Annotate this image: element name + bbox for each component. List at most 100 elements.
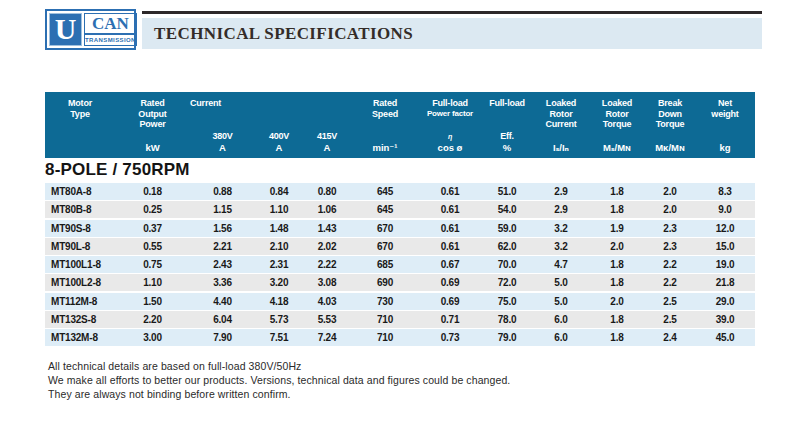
value-cell: 690 — [351, 277, 419, 288]
col-header-line: 415V — [303, 131, 351, 142]
value-cell: 75.0 — [481, 296, 533, 307]
value-cell: 670 — [351, 241, 419, 252]
motor-type-cell: MT100L2-8 — [45, 277, 115, 288]
value-cell: 2.02 — [303, 241, 351, 252]
col-header-line: Type — [45, 109, 115, 120]
col-header-motor-type: Motor Type — [45, 92, 115, 158]
value-cell: 1.06 — [303, 204, 351, 215]
col-header-415v: 415V A — [303, 109, 351, 159]
value-cell: 72.0 — [481, 277, 533, 288]
footer-line: They are always not binding before writt… — [48, 387, 510, 401]
value-cell: 2.5 — [645, 314, 695, 325]
value-cell: 4.03 — [303, 296, 351, 307]
value-cell: 70.0 — [481, 259, 533, 270]
value-cell: 19.0 — [695, 259, 755, 270]
value-cell: 1.8 — [589, 332, 645, 343]
col-header-line: weight — [695, 109, 755, 120]
value-cell: 1.43 — [303, 223, 351, 234]
value-cell: 2.2 — [645, 259, 695, 270]
value-cell: 0.55 — [115, 241, 190, 252]
table-row: MT90S-80.371.561.481.436700.6159.03.21.9… — [45, 220, 755, 237]
col-header-full-load-eff: Full-load Eff. % — [481, 92, 533, 158]
value-cell: 54.0 — [481, 204, 533, 215]
value-cell: 3.2 — [533, 223, 589, 234]
value-cell: 15.0 — [695, 241, 755, 252]
value-cell: 0.73 — [419, 332, 481, 343]
eta-symbol: η — [419, 132, 481, 141]
logo-can-text: CAN — [85, 14, 136, 35]
value-cell: 1.9 — [589, 223, 645, 234]
value-cell: 0.88 — [190, 186, 255, 197]
col-header-line: Rated — [115, 98, 190, 109]
value-cell: 0.69 — [419, 277, 481, 288]
header-rule — [142, 11, 762, 14]
value-cell: 0.71 — [419, 314, 481, 325]
value-cell: 1.8 — [589, 186, 645, 197]
table-row: MT90L-80.552.212.102.026700.6162.03.22.0… — [45, 238, 755, 255]
value-cell: 0.69 — [419, 296, 481, 307]
value-cell: 0.61 — [419, 204, 481, 215]
value-cell: 0.61 — [419, 241, 481, 252]
value-cell: 1.8 — [589, 204, 645, 215]
value-cell: 0.84 — [255, 186, 303, 197]
value-cell: 2.0 — [645, 204, 695, 215]
col-unit: Mₛ/Mɴ — [589, 141, 645, 154]
col-unit: Mᴋ/Mɴ — [645, 141, 695, 154]
motor-type-cell: MT80B-8 — [45, 204, 115, 215]
col-header-line: 380V — [190, 131, 255, 142]
value-cell: 1.15 — [190, 204, 255, 215]
value-cell: 730 — [351, 296, 419, 307]
value-cell: 79.0 — [481, 332, 533, 343]
col-unit: A — [255, 141, 303, 154]
value-cell: 2.20 — [115, 314, 190, 325]
value-cell: 7.51 — [255, 332, 303, 343]
value-cell: 2.0 — [589, 241, 645, 252]
value-cell: 7.24 — [303, 332, 351, 343]
value-cell: 1.50 — [115, 296, 190, 307]
col-header-line: Loaked — [589, 98, 645, 109]
value-cell: 78.0 — [481, 314, 533, 325]
col-header-rated-speed: Rated Speed min⁻¹ — [351, 92, 419, 158]
col-unit: A — [190, 141, 255, 154]
col-group-current: Current 380V A 400V A 415V A — [190, 92, 351, 158]
col-header-line: Rotor — [533, 109, 589, 120]
value-cell: 2.4 — [645, 332, 695, 343]
col-unit: kW — [115, 141, 190, 154]
value-cell: 2.9 — [533, 204, 589, 215]
value-cell: 6.0 — [533, 314, 589, 325]
table-body: MT80A-80.180.880.840.806450.6151.02.91.8… — [45, 183, 755, 348]
motor-type-cell: MT90S-8 — [45, 223, 115, 234]
ucan-logo: U CAN TRANSMISSION — [45, 9, 136, 50]
value-cell: 2.43 — [190, 259, 255, 270]
value-cell: 8.3 — [695, 186, 755, 197]
value-cell: 12.0 — [695, 223, 755, 234]
value-cell: 3.00 — [115, 332, 190, 343]
col-header-380v: 380V A — [190, 109, 255, 159]
value-cell: 5.73 — [255, 314, 303, 325]
col-header-line: Speed — [351, 109, 419, 120]
col-header-line: 400V — [255, 131, 303, 142]
value-cell: 6.0 — [533, 332, 589, 343]
col-header-line: Motor — [45, 98, 115, 109]
page-title: TECHNICAL SPECIFICATIONS — [154, 24, 413, 44]
value-cell: 0.75 — [115, 259, 190, 270]
col-unit: % — [481, 141, 533, 154]
value-cell: 2.31 — [255, 259, 303, 270]
table-header: Motor Type Rated Output Power kW Current… — [45, 92, 755, 158]
value-cell: 645 — [351, 204, 419, 215]
value-cell: 2.3 — [645, 241, 695, 252]
col-header-line: Current — [533, 119, 589, 130]
col-header-line: Rotor — [589, 109, 645, 120]
motor-type-cell: MT132S-8 — [45, 314, 115, 325]
col-header-line: Net — [695, 98, 755, 109]
col-header-line: Output — [115, 109, 190, 120]
value-cell: 0.67 — [419, 259, 481, 270]
value-cell: 1.8 — [589, 259, 645, 270]
value-cell: 4.18 — [255, 296, 303, 307]
value-cell: 0.25 — [115, 204, 190, 215]
value-cell: 9.0 — [695, 204, 755, 215]
value-cell: 0.61 — [419, 186, 481, 197]
col-header-net-weight: Net weight kg — [695, 92, 755, 158]
value-cell: 710 — [351, 314, 419, 325]
table-row: MT112M-81.504.404.184.037300.6975.05.02.… — [45, 293, 755, 310]
